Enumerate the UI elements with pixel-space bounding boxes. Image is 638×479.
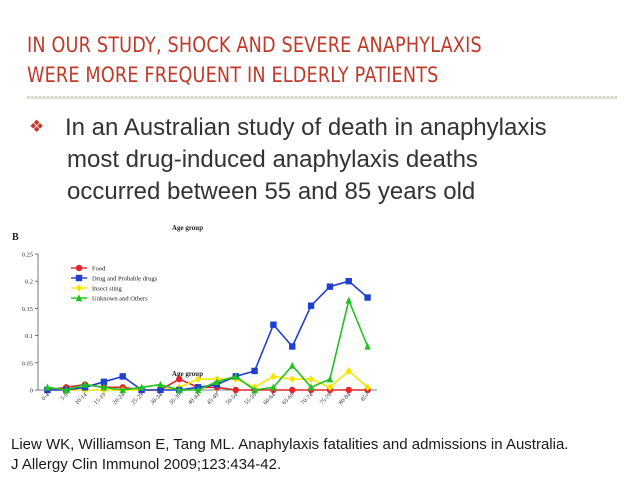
citation-line-2: J Allergy Clin Immunol 2009;123:434-42. [11,456,282,473]
bullet-line-1: In an Australian study of death in anaph… [65,114,547,141]
series-point-3 [289,375,296,383]
citation: Liew WK, Williamson E, Tang ML. Anaphyla… [11,435,631,475]
x-axis-label: Age group [172,370,203,378]
y-tick-label: 0.2 [25,279,33,286]
x-tick-label: 25-29 [131,392,145,406]
x-tick-label: 15-19 [93,392,107,406]
series-point-1 [345,386,352,394]
series-line-4 [47,297,369,391]
series-point-2 [270,321,277,328]
slide-title-line-1: IN OUR STUDY, SHOCK AND SEVERE ANAPHYLAX… [27,33,482,57]
series-point-3 [364,383,371,392]
chart-svg: B Age group 0 0.05 0.1 0.15 0.2 0.25 0-4 5-9 10-14… [12,224,377,406]
series-point-2 [345,278,352,285]
series-point-4 [44,383,51,391]
series-point-4 [138,383,145,391]
x-tick-label: 35-39 [169,392,183,406]
chart-title: Age group [172,224,203,232]
series-point-3 [270,372,277,381]
series-point-2 [307,302,315,309]
series-point-4 [232,372,239,380]
series-point-4 [100,383,108,391]
x-tick-label: 40-44 [187,392,201,406]
x-tick-label: 70-74 [300,392,314,406]
series-point-4 [119,386,126,394]
box-icon: ❖ [29,117,45,136]
series-point-4 [251,386,258,394]
series-point-4 [81,380,89,388]
series-point-2 [251,367,258,375]
x-tick-label: 20-24 [112,392,126,406]
series-point-1 [289,386,296,394]
chart-figure: B Age group 0 0.05 0.1 0.15 0.2 0.25 0-4 5-9 10-14… [7,218,385,436]
series-point-2 [100,378,108,386]
citation-line-1: Liew WK, Williamson E, Tang ML. Anaphyla… [11,436,569,453]
legend-marker-2 [75,274,83,282]
y-tick-label: 0 [30,388,33,395]
y-tick-label: 0.25 [22,252,33,259]
series-point-4 [63,386,70,394]
slide-title: IN OUR STUDY, SHOCK AND SEVERE ANAPHYLAX… [27,30,531,90]
x-tick-label: 5-9 [60,392,70,402]
series-point-4 [345,296,352,304]
series-point-2 [119,373,126,380]
series-point-3 [345,367,352,375]
title-divider [27,96,617,99]
series-point-4 [270,383,277,391]
x-tick-label: 0-4 [41,392,51,402]
x-tick-label: 10-14 [74,392,88,406]
series-point-1 [176,375,183,383]
series-point-4 [326,375,334,383]
series-point-4 [307,383,315,391]
chart-panel-label: B [12,232,19,243]
y-tick-label: 0.15 [22,306,33,313]
legend-label-3: Insect sting [92,286,123,293]
series-point-4 [213,378,221,386]
series-point-4 [194,386,202,394]
series-point-2 [364,294,371,301]
bullet-line-2: most drug-induced anaphylaxis deaths [67,146,478,173]
x-tick-label: 30-34 [150,392,164,406]
slide-title-line-2: WERE MORE FREQUENT IN ELDERLY PATIENTS [27,63,439,87]
legend-marker-1 [75,264,83,272]
series-point-2 [289,343,296,350]
series-point-3 [307,375,315,383]
x-tick-label: 65-69 [282,392,296,406]
x-tick-label: 50-54 [225,392,239,406]
series-point-4 [176,386,183,394]
series-point-4 [157,380,164,388]
bullet-text: In an Australian study of death in anaph… [65,112,630,208]
y-tick-label: 0.1 [25,333,33,340]
legend-marker-3 [75,284,83,292]
legend-marker-4 [75,294,83,302]
series-point-4 [289,361,296,369]
legend-label-4: Unknown and Others [92,296,148,303]
x-tick-label: 45-49 [206,392,220,406]
series-point-2 [157,386,164,394]
y-tick-label: 0.05 [22,360,33,367]
x-tick-label: 60-64 [263,392,277,406]
x-tick-label: 85+ [360,392,371,403]
legend-label-1: Food [92,266,106,273]
series-point-3 [194,375,202,383]
legend-label-2: Drug and Probable drugs [92,276,158,283]
x-tick-label: 80-84 [338,392,352,406]
series-point-2 [326,283,334,290]
series-point-1 [232,386,239,394]
series-point-3 [326,383,334,392]
x-tick-label: 55-59 [244,392,258,406]
bullet-line-3: occurred between 55 and 85 years old [67,178,476,205]
series-point-4 [364,342,371,350]
x-tick-label: 75-79 [319,392,333,406]
